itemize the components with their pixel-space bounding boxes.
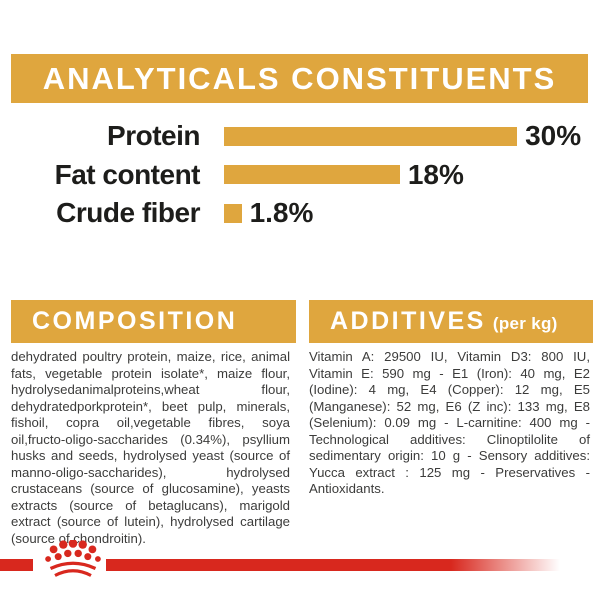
chart-row-fat: Fat content 18% (0, 156, 600, 195)
additives-heading: ADDITIVES (330, 307, 486, 335)
composition-header-bar: COMPOSITION (11, 300, 296, 343)
bar-fat (224, 165, 400, 185)
red-stripe-left (0, 559, 33, 571)
chart-row-protein: Protein 30% (0, 117, 600, 156)
composition-heading: COMPOSITION (32, 307, 238, 335)
constituents-bar-chart: Protein 30% Fat content 18% Crude fiber … (0, 117, 600, 233)
royal-canin-crown-logo-icon (45, 540, 101, 581)
additives-body-text: Vitamin A: 29500 IU, Vitamin D3: 800 IU,… (309, 349, 590, 496)
bar-label-fiber: Crude fiber (56, 197, 200, 229)
red-stripe-right (106, 559, 560, 571)
bar-label-protein: Protein (107, 120, 200, 152)
bar-value-protein: 30% (525, 120, 582, 152)
additives-per-kg-label: (per kg) (492, 314, 558, 333)
bar-protein (224, 126, 518, 146)
composition-body-text: dehydrated poultry protein, maize, rice,… (11, 349, 290, 546)
additives-header-bar: ADDITIVES (per kg) (309, 300, 593, 343)
chart-row-fiber: Crude fiber 1.8% (0, 194, 600, 233)
bar-fiber (224, 203, 242, 223)
analyticals-title: ANALYTICALS CONSTITUENTS (42, 60, 557, 96)
analyticals-header-bar: ANALYTICALS CONSTITUENTS (11, 54, 588, 103)
bar-value-fiber: 1.8% (249, 197, 314, 229)
bar-value-fat: 18% (407, 158, 464, 190)
bar-label-fat: Fat content (54, 158, 201, 190)
